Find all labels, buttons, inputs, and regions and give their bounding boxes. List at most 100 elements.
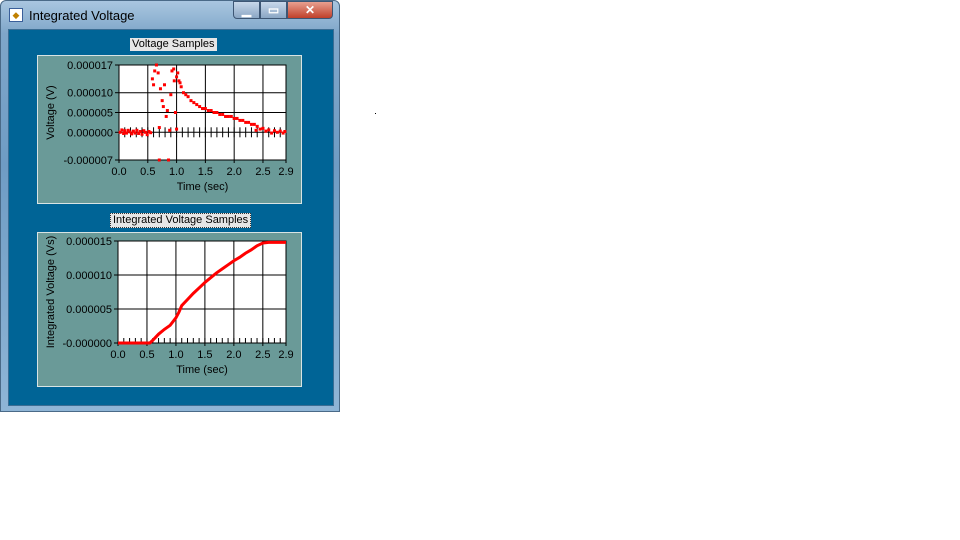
y-tick-label: 0.000005 [67, 108, 113, 120]
data-point [209, 109, 213, 113]
x-tick-label: 0.5 [140, 166, 155, 178]
data-point [249, 122, 253, 126]
y-axis-label: Voltage (V) [45, 85, 57, 139]
data-point [123, 129, 127, 133]
data-point [147, 130, 151, 133]
x-tick-label: 1.0 [169, 166, 184, 178]
data-point [167, 158, 171, 162]
data-point [142, 129, 146, 133]
data-point [165, 109, 169, 113]
data-point [272, 129, 276, 133]
data-point [186, 95, 190, 99]
plot-border [117, 240, 287, 344]
plot-area [118, 241, 286, 343]
x-tick-label: 1.0 [168, 349, 183, 361]
data-point [122, 131, 126, 135]
x-tick-label: 0.0 [111, 166, 126, 178]
x-tick-label: 2.5 [255, 349, 270, 361]
data-point [157, 126, 161, 130]
data-point [278, 129, 282, 133]
data-point [172, 67, 176, 71]
data-point [153, 69, 157, 73]
data-point [281, 131, 285, 135]
data-point [162, 83, 166, 87]
data-point [133, 131, 137, 135]
x-tick-label: 0.0 [110, 349, 125, 361]
data-point [143, 130, 147, 134]
y-tick-label: 0.000010 [66, 270, 112, 282]
stray-dot [375, 113, 376, 114]
data-point [275, 130, 279, 134]
data-point [131, 129, 135, 133]
data-point [120, 128, 124, 132]
data-point [270, 131, 274, 135]
app-icon[interactable]: ◆ [9, 8, 23, 22]
data-point [195, 103, 199, 107]
data-point [176, 71, 180, 75]
data-point [126, 128, 130, 132]
data-point [212, 111, 216, 114]
chart1-title: Voltage Samples [130, 38, 217, 51]
x-tick-label: 2.5 [255, 166, 270, 178]
maximize-button[interactable]: ▭ [260, 1, 287, 19]
chart-svg: 0.0 0.5 1.0 1.5 2.0 2.5 2.9 0.000015 0.000010 0.0… [45, 236, 294, 376]
close-button[interactable]: ✕ [287, 1, 333, 19]
title-bar[interactable]: ◆ Integrated Voltage ▁ ▭ ✕ [1, 1, 339, 29]
data-point [226, 114, 230, 118]
integrated-voltage-chart: 0.0 0.5 1.0 1.5 2.0 2.5 2.9 0.000015 0.000010 0.0… [37, 232, 302, 387]
data-point [252, 122, 256, 126]
x-tick-label: 0.5 [139, 349, 154, 361]
data-point [181, 91, 185, 95]
data-point [175, 127, 179, 131]
data-point [238, 118, 242, 122]
data-point [255, 124, 259, 128]
x-tick-label: 2.9 [278, 166, 293, 178]
data-point [189, 99, 193, 103]
data-point [169, 93, 173, 97]
data-point [232, 116, 236, 120]
data-point [184, 93, 188, 97]
x-tick-label: 2.9 [278, 349, 293, 361]
data-point [173, 111, 177, 114]
data-point [157, 158, 161, 162]
data-point [130, 132, 134, 136]
data-point [150, 77, 154, 81]
data-point [206, 109, 210, 113]
y-tick-label: 0.000005 [66, 304, 112, 316]
chart2-title: Integrated Voltage Samples [110, 213, 252, 228]
data-point [203, 107, 207, 111]
data-point [138, 130, 142, 133]
minimize-icon: ▁ [241, 3, 252, 17]
data-point [161, 105, 165, 109]
data-point [179, 85, 183, 89]
maximize-icon: ▭ [267, 3, 280, 17]
data-point [267, 128, 271, 132]
y-tick-label: 0.000000 [67, 127, 113, 139]
data-point [224, 114, 228, 118]
data-point [149, 131, 153, 135]
window-title: Integrated Voltage [29, 8, 135, 23]
y-tick-label: 0.000017 [67, 60, 113, 72]
x-tick-label: 2.0 [226, 349, 241, 361]
data-point [247, 120, 251, 124]
data-point [156, 71, 160, 75]
data-point [241, 118, 245, 122]
x-tick-label: 2.0 [227, 166, 242, 178]
x-axis-label: Time (sec) [177, 181, 229, 193]
data-point [261, 126, 265, 130]
data-point [192, 101, 196, 105]
y-tick-label: -0.000000 [62, 338, 112, 350]
data-point [152, 83, 156, 87]
data-point [140, 132, 144, 136]
chart-svg: 0.0 0.5 1.0 1.5 2.0 2.5 2.9 0.000017 0.000010 0.0… [45, 60, 294, 193]
y-tick-label: 0.000010 [67, 88, 113, 100]
x-tick-label: 1.5 [198, 166, 213, 178]
plot-border [118, 64, 287, 161]
data-point [283, 130, 287, 133]
x-tick-label: 1.5 [197, 349, 212, 361]
y-tick-label: -0.000007 [63, 155, 113, 167]
data-point [254, 128, 258, 132]
data-point [175, 75, 179, 79]
data-point [235, 116, 239, 120]
minimize-button[interactable]: ▁ [233, 1, 260, 19]
